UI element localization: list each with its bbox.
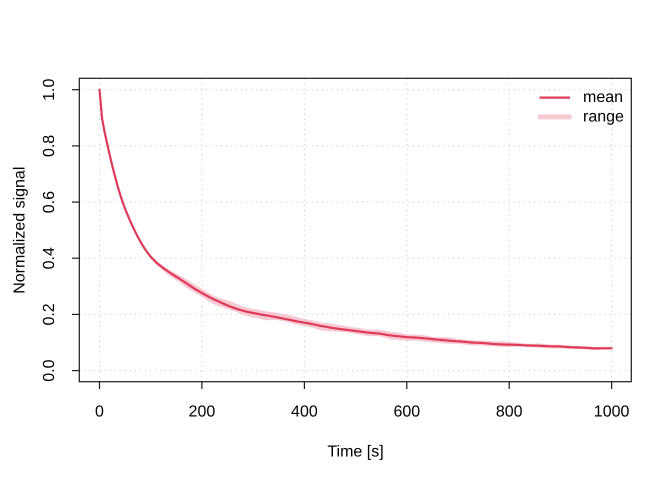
svg-text:0.4: 0.4 — [41, 247, 58, 269]
svg-text:1.0: 1.0 — [41, 78, 58, 100]
svg-text:800: 800 — [496, 403, 523, 420]
svg-text:Time [s]: Time [s] — [327, 444, 383, 461]
svg-text:0.0: 0.0 — [41, 359, 58, 381]
svg-text:range: range — [583, 108, 624, 125]
svg-text:400: 400 — [291, 403, 318, 420]
svg-text:mean: mean — [583, 89, 623, 106]
svg-text:1000: 1000 — [594, 403, 630, 420]
svg-text:600: 600 — [393, 403, 420, 420]
svg-text:0.8: 0.8 — [41, 135, 58, 157]
svg-text:0.6: 0.6 — [41, 191, 58, 213]
svg-text:200: 200 — [189, 403, 216, 420]
svg-text:0: 0 — [95, 403, 104, 420]
svg-text:Normalized signal: Normalized signal — [11, 167, 28, 294]
svg-text:0.2: 0.2 — [41, 303, 58, 325]
